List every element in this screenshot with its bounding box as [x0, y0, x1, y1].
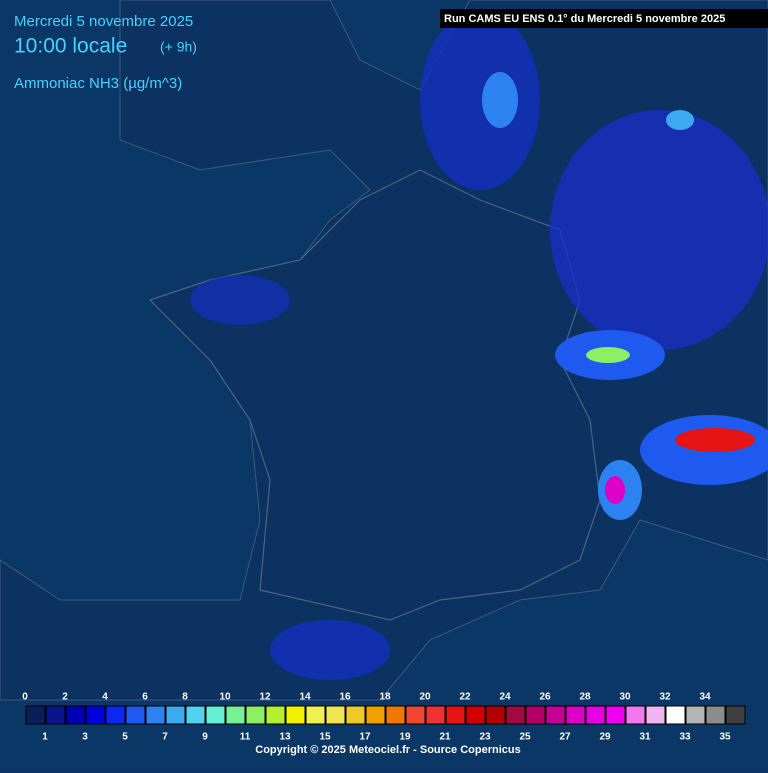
blob: [270, 620, 390, 680]
legend-swatch: [645, 705, 666, 725]
legend-swatch: [445, 705, 466, 725]
legend-label: 32: [659, 692, 671, 703]
legend-swatch: [505, 705, 526, 725]
blob: [550, 110, 768, 350]
legend-label: 29: [599, 732, 611, 743]
legend-swatch: [605, 705, 626, 725]
legend-swatch: [585, 705, 606, 725]
legend-swatch: [305, 705, 326, 725]
legend-label: 0: [22, 692, 28, 703]
legend-swatch: [105, 705, 126, 725]
legend-swatch: [405, 705, 426, 725]
legend-label: 8: [182, 692, 188, 703]
legend-label: 12: [259, 692, 271, 703]
variable: Ammoniac NH3 (µg/m^3): [14, 75, 182, 92]
legend-swatch: [125, 705, 146, 725]
legend-swatch: [185, 705, 206, 725]
offset: (+ 9h): [160, 39, 197, 55]
legend-swatch: [225, 705, 246, 725]
legend-label: 18: [379, 692, 391, 703]
legend-swatch: [45, 705, 66, 725]
legend-swatch: [705, 705, 726, 725]
legend-label: 31: [639, 732, 651, 743]
legend-swatch: [285, 705, 306, 725]
legend-swatch: [265, 705, 286, 725]
legend-label: 35: [719, 732, 731, 743]
legend-swatch: [365, 705, 386, 725]
legend-swatch: [165, 705, 186, 725]
legend-swatch: [425, 705, 446, 725]
legend-label: 30: [619, 692, 631, 703]
legend-swatch: [565, 705, 586, 725]
legend-label: 33: [679, 732, 691, 743]
legend-swatch: [85, 705, 106, 725]
legend-label: 10: [219, 692, 231, 703]
legend-label: 23: [479, 732, 491, 743]
legend-swatch: [665, 705, 686, 725]
legend-label: 16: [339, 692, 351, 703]
legend-swatch: [625, 705, 646, 725]
legend-label: 2: [62, 692, 68, 703]
legend-swatch: [325, 705, 346, 725]
legend-swatch: [465, 705, 486, 725]
legend-label: 28: [579, 692, 591, 703]
time: 10:00 locale: [14, 35, 127, 58]
legend-label: 17: [359, 732, 371, 743]
legend-swatch: [245, 705, 266, 725]
concentration: [190, 10, 768, 680]
legend-label: 7: [162, 732, 168, 743]
legend-label: 15: [319, 732, 331, 743]
legend-label: 27: [559, 732, 571, 743]
legend-swatch: [205, 705, 226, 725]
blob: [666, 110, 694, 130]
legend-swatch: [725, 705, 746, 725]
legend-label: 24: [499, 692, 511, 703]
run-box: [440, 9, 768, 28]
blob: [675, 428, 755, 452]
run: Run CAMS EU ENS 0.1° du Mercredi 5 novem…: [444, 13, 725, 25]
legend-label: 22: [459, 692, 471, 703]
legend-label: 4: [102, 692, 108, 703]
legend-swatch: [385, 705, 406, 725]
legend-swatch: [685, 705, 706, 725]
legend-label: 11: [240, 732, 251, 743]
legend-label: 3: [82, 732, 88, 743]
copyright: Copyright © 2025 Meteociel.fr - Source C…: [255, 744, 520, 756]
legend-label: 34: [699, 692, 711, 703]
legend-swatch: [545, 705, 566, 725]
blob: [605, 476, 625, 504]
legend-swatch: [525, 705, 546, 725]
legend-swatch: [25, 705, 46, 725]
legend-label: 9: [202, 732, 208, 743]
date: Mercredi 5 novembre 2025: [14, 13, 193, 30]
legend-label: 13: [279, 732, 291, 743]
legend-label: 20: [419, 692, 431, 703]
blob: [482, 72, 518, 128]
legend-swatch: [485, 705, 506, 725]
legend-swatch: [65, 705, 86, 725]
legend-label: 25: [519, 732, 531, 743]
blob: [190, 275, 290, 325]
blob: [420, 10, 540, 190]
legend-label: 26: [539, 692, 551, 703]
legend-label: 1: [42, 732, 48, 743]
legend-label: 14: [299, 692, 311, 703]
legend-label: 21: [439, 732, 451, 743]
legend-label: 6: [142, 692, 148, 703]
legend-swatch: [145, 705, 166, 725]
legend-swatch: [345, 705, 366, 725]
legend: 0123456789101112131415161718192021222324…: [22, 692, 746, 743]
blob: [586, 347, 630, 363]
legend-label: 19: [399, 732, 411, 743]
legend-label: 5: [122, 732, 128, 743]
